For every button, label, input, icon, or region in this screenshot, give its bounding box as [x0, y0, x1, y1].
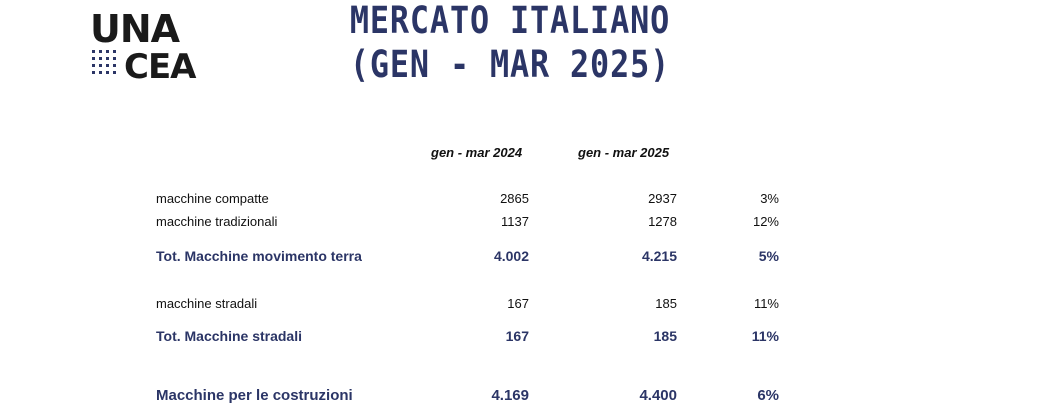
value-2025: 4.400	[639, 387, 677, 404]
value-2025: 1278	[648, 214, 677, 229]
logo-dot-grid	[92, 50, 116, 74]
value-2024: 167	[507, 296, 529, 311]
change-percent: 11%	[753, 296, 779, 311]
value-2024: 4.169	[491, 387, 529, 404]
value-2024: 167	[505, 328, 529, 344]
column-header-2024: gen - mar 2024	[431, 145, 523, 160]
value-2025: 2937	[648, 191, 677, 206]
table-row-tradizionali: macchine tradizionali 1137 1278 12%	[0, 214, 1064, 234]
value-2025: 4.215	[641, 248, 677, 264]
total-row-stradali: Tot. Macchine stradali 167 185 11%	[0, 328, 1064, 348]
grand-total-row-costruzioni: Macchine per le costruzioni 4.169 4.400 …	[0, 387, 1064, 407]
unacea-logo: UNA CEA	[90, 8, 198, 82]
row-label: Tot. Macchine movimento terra	[156, 248, 362, 264]
page-title-line2: (GEN - MAR 2025)	[349, 43, 671, 86]
row-label: macchine tradizionali	[156, 214, 278, 229]
logo-top-text: UNA	[90, 8, 181, 51]
value-2024: 2865	[500, 191, 529, 206]
logo-bottom-text: CEA	[124, 47, 197, 82]
page-title-line1: MERCATO ITALIANO	[349, 0, 671, 42]
table-row-stradali: macchine stradali 167 185 11%	[0, 296, 1064, 316]
row-label: macchine stradali	[156, 296, 258, 311]
change-percent: 3%	[760, 191, 779, 206]
row-label: Macchine per le costruzioni	[156, 387, 353, 404]
change-percent: 6%	[757, 387, 779, 404]
value-2025: 185	[655, 296, 677, 311]
total-row-movimento-terra: Tot. Macchine movimento terra 4.002 4.21…	[0, 248, 1064, 268]
column-header-2025: gen - mar 2025	[578, 145, 670, 160]
change-percent: 11%	[751, 328, 779, 344]
change-percent: 12%	[752, 214, 779, 229]
row-label: Tot. Macchine stradali	[156, 328, 302, 344]
change-percent: 5%	[758, 248, 779, 264]
value-2024: 4.002	[493, 248, 529, 264]
value-2024: 1137	[501, 214, 529, 229]
value-2025: 185	[653, 328, 677, 344]
row-label: macchine compatte	[156, 191, 269, 206]
table-row-compatte: macchine compatte 2865 2937 3%	[0, 191, 1064, 211]
